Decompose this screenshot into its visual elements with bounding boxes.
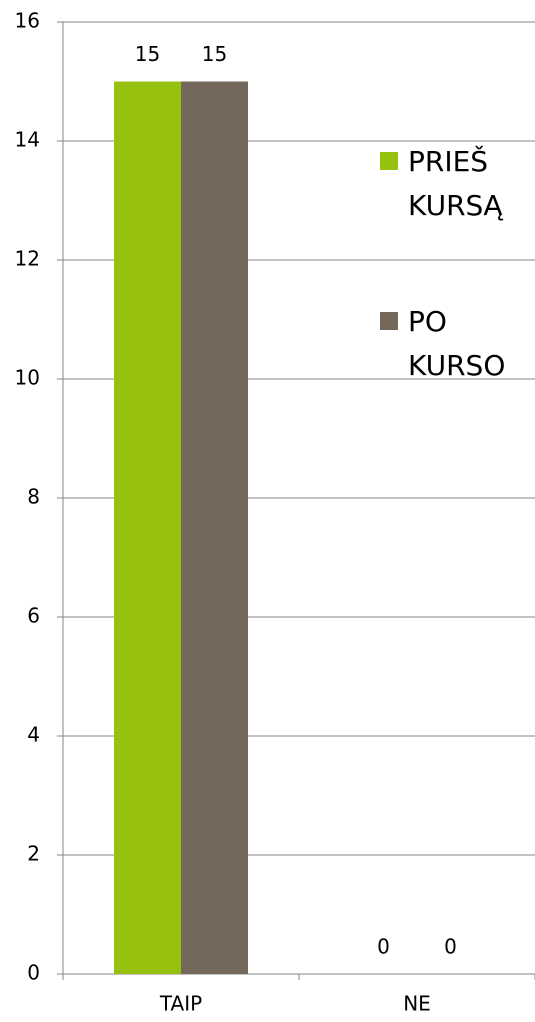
y-tick-label: 2 bbox=[27, 842, 40, 866]
legend-label: PRIEŠ KURSĄ bbox=[408, 145, 503, 222]
legend-swatch bbox=[380, 152, 398, 170]
y-tick-label: 16 bbox=[15, 9, 40, 33]
legend-item: PRIEŠ KURSĄ bbox=[380, 140, 530, 228]
legend-item: PO KURSO bbox=[380, 300, 530, 388]
y-tick-label: 12 bbox=[15, 247, 40, 271]
y-tick-label: 6 bbox=[27, 604, 40, 628]
bar bbox=[114, 81, 181, 974]
data-label: 0 bbox=[444, 935, 457, 959]
y-tick-label: 10 bbox=[15, 366, 40, 390]
bar bbox=[181, 81, 248, 974]
x-tick-label: TAIP bbox=[159, 992, 202, 1016]
y-tick-label: 4 bbox=[27, 723, 40, 747]
data-label: 15 bbox=[202, 42, 227, 66]
data-label: 15 bbox=[135, 42, 160, 66]
legend-label: PO KURSO bbox=[408, 305, 506, 382]
data-label: 0 bbox=[377, 935, 390, 959]
x-tick-label: NE bbox=[403, 992, 431, 1016]
y-tick-label: 14 bbox=[15, 128, 40, 152]
y-tick-label: 0 bbox=[27, 961, 40, 985]
legend-swatch bbox=[380, 312, 398, 330]
y-tick-label: 8 bbox=[27, 485, 40, 509]
